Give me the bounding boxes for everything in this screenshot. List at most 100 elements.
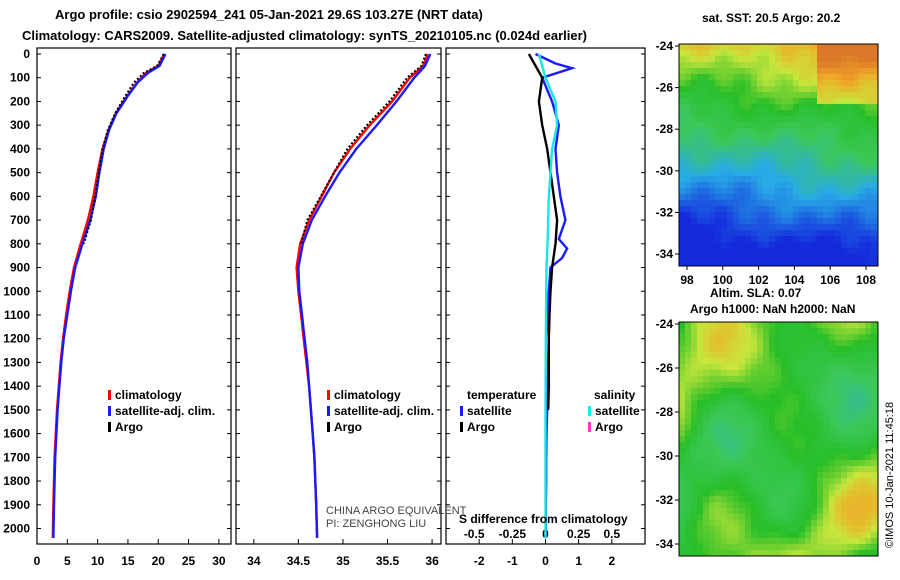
series-line-salinity-satellite	[537, 53, 559, 538]
map-cell	[847, 146, 854, 153]
map-cell	[841, 400, 848, 407]
map-cell	[721, 478, 728, 485]
map-cell	[847, 328, 854, 335]
map-cell	[697, 364, 704, 371]
map-cell	[823, 388, 830, 395]
map-cell	[847, 448, 854, 455]
map-cell	[727, 236, 734, 243]
map-cell	[769, 212, 776, 219]
map-cell	[721, 170, 728, 177]
map-cell	[769, 152, 776, 159]
map-cell	[805, 176, 812, 183]
map-cell	[697, 182, 704, 189]
map-cell	[769, 418, 776, 425]
map-cell	[799, 520, 806, 527]
map-cell	[727, 182, 734, 189]
map-cell	[805, 248, 812, 255]
map-cell	[781, 248, 788, 255]
map-cell	[793, 56, 800, 63]
map-cell	[865, 134, 872, 141]
map-cell	[847, 334, 854, 341]
map-cell	[715, 460, 722, 467]
depth-tick-label: 1100	[4, 308, 30, 322]
map-cell	[871, 460, 878, 467]
map-cell	[739, 176, 746, 183]
map-cell	[757, 86, 764, 93]
map-cell	[769, 436, 776, 443]
map-cell	[691, 538, 698, 545]
map-cell	[781, 538, 788, 545]
map-cell	[835, 340, 842, 347]
map-cell	[679, 242, 686, 249]
map-cell	[859, 466, 866, 473]
map-cell	[775, 490, 782, 497]
map-cell	[727, 538, 734, 545]
map-cell	[679, 544, 686, 551]
map-cell	[751, 236, 758, 243]
map-cell	[769, 116, 776, 123]
map-cell	[697, 80, 704, 87]
map-cell	[811, 502, 818, 509]
map-cell	[745, 254, 752, 261]
map-cell	[823, 454, 830, 461]
map-cell	[769, 182, 776, 189]
map-cell	[769, 442, 776, 449]
map-cell	[853, 550, 860, 557]
map-cell	[841, 44, 848, 51]
map-cell	[751, 176, 758, 183]
map-cell	[733, 400, 740, 407]
map-cell	[841, 394, 848, 401]
depth-tick-label: 100	[10, 71, 30, 85]
map-cell	[691, 62, 698, 69]
map-cell	[769, 526, 776, 533]
map-cell	[757, 224, 764, 231]
map-cell	[685, 370, 692, 377]
map-cell	[787, 472, 794, 479]
map-cell	[811, 352, 818, 359]
map-cell	[847, 340, 854, 347]
map-cell	[805, 412, 812, 419]
map-cell	[823, 412, 830, 419]
map-cell	[811, 68, 818, 75]
map-cell	[691, 544, 698, 551]
map-cell	[859, 146, 866, 153]
map-cell	[811, 364, 818, 371]
map-cell	[679, 424, 686, 431]
map-cell	[733, 152, 740, 159]
map-cell	[841, 74, 848, 81]
map-cell	[787, 98, 794, 105]
map-cell	[835, 466, 842, 473]
map-cell	[697, 170, 704, 177]
map-cell	[739, 424, 746, 431]
map-cell	[775, 218, 782, 225]
map-cell	[739, 352, 746, 359]
map-cell	[733, 248, 740, 255]
map-cell	[703, 388, 710, 395]
map-cell	[763, 412, 770, 419]
series-line-temperature-satellite	[534, 52, 577, 538]
map-cell	[715, 388, 722, 395]
map-cell	[679, 134, 686, 141]
map-cell	[679, 346, 686, 353]
map-cell	[859, 182, 866, 189]
map-cell	[697, 212, 704, 219]
map-cell	[709, 134, 716, 141]
map-cell	[751, 418, 758, 425]
legend-label-climatology: climatology	[115, 388, 182, 402]
map-cell	[775, 86, 782, 93]
map-cell	[847, 400, 854, 407]
map-cell	[841, 550, 848, 557]
map-cell	[781, 424, 788, 431]
map-cell	[811, 358, 818, 365]
map-cell	[823, 406, 830, 413]
map-cell	[865, 44, 872, 51]
map-cell	[679, 490, 686, 497]
map-cell	[805, 442, 812, 449]
map-cell	[703, 230, 710, 237]
map-cell	[763, 44, 770, 51]
map-cell	[787, 140, 794, 147]
map-cell	[787, 436, 794, 443]
map-cell	[811, 328, 818, 335]
map-cell	[793, 260, 800, 267]
map-cell	[811, 164, 818, 171]
